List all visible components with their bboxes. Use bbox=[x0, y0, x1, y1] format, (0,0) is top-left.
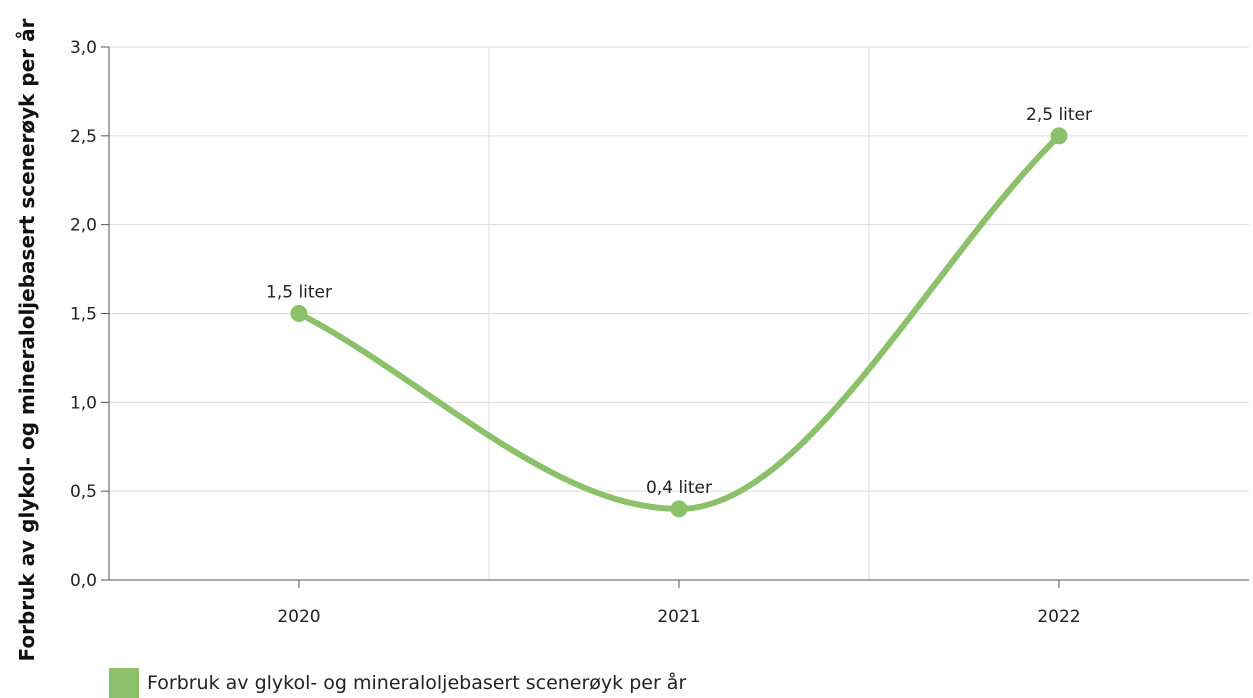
y-tick-label: 2,0 bbox=[70, 216, 97, 236]
data-point[interactable] bbox=[1050, 127, 1068, 145]
data-labels: 1,5 liter 0,4 liter 2,5 liter bbox=[266, 105, 1092, 498]
y-tick-label: 1,0 bbox=[70, 393, 97, 413]
y-axis-title: Forbruk av glykol- og mineraloljebasert … bbox=[15, 18, 39, 661]
legend-swatch bbox=[109, 668, 139, 698]
y-tick-label: 2,5 bbox=[70, 127, 97, 147]
x-tick-label: 2022 bbox=[1037, 607, 1080, 627]
y-tick-labels: 0,0 0,5 1,0 1,5 2,0 2,5 3,0 bbox=[70, 38, 97, 591]
y-tick-label: 0,5 bbox=[70, 482, 97, 502]
legend-label: Forbruk av glykol- og mineraloljebasert … bbox=[147, 672, 687, 694]
x-tick-labels: 2020 2021 2022 bbox=[277, 607, 1080, 627]
y-axis-title-group: Forbruk av glykol- og mineraloljebasert … bbox=[15, 18, 39, 661]
legend: Forbruk av glykol- og mineraloljebasert … bbox=[109, 668, 686, 698]
line-chart: 0,0 0,5 1,0 1,5 2,0 2,5 3,0 2020 2021 2022 1,5 l… bbox=[15, 18, 1249, 661]
data-label: 2,5 liter bbox=[1026, 105, 1092, 125]
y-tick-label: 1,5 bbox=[70, 305, 97, 325]
y-tick-label: 0,0 bbox=[70, 571, 97, 591]
x-tick-label: 2021 bbox=[657, 607, 700, 627]
data-label: 0,4 liter bbox=[646, 478, 712, 498]
data-point[interactable] bbox=[670, 500, 688, 518]
x-tick-label: 2020 bbox=[277, 607, 320, 627]
y-tick-label: 3,0 bbox=[70, 38, 97, 58]
grid-lines bbox=[109, 46, 1249, 580]
series-line bbox=[296, 132, 1062, 512]
axes bbox=[101, 46, 1249, 588]
data-label: 1,5 liter bbox=[266, 283, 332, 303]
data-point[interactable] bbox=[290, 305, 308, 322]
series bbox=[290, 127, 1068, 518]
